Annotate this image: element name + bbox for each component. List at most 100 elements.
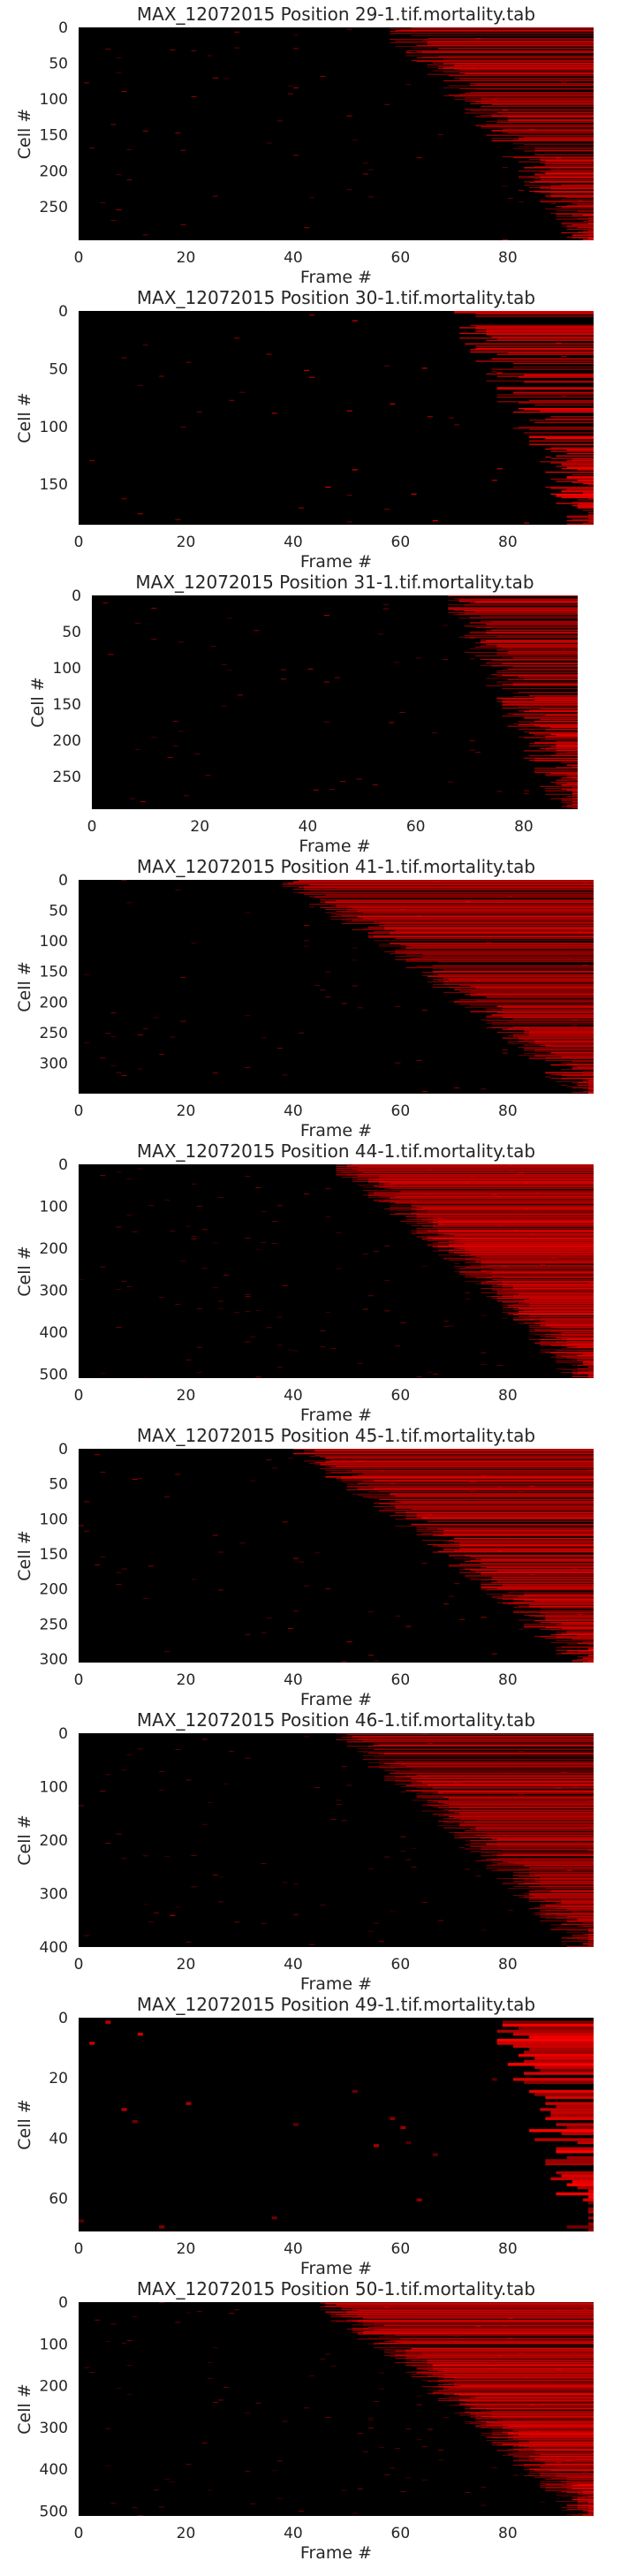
heatmap-row: [474, 655, 578, 656]
heatmap-row: [572, 804, 578, 806]
heatmap-speck: [207, 2362, 213, 2363]
heatmap-speck: [454, 424, 460, 426]
heatmap-row: [512, 411, 594, 413]
heatmap-row: [491, 130, 594, 132]
heatmap-row: [545, 1627, 594, 1629]
heatmap-row: [448, 607, 578, 608]
heatmap-row: [496, 1857, 594, 1859]
heatmap-row: [416, 1216, 594, 1217]
heatmap-row: [390, 38, 594, 40]
heatmap-row: [465, 2408, 594, 2410]
heatmap-speck: [507, 1772, 513, 1774]
heatmap-row: [507, 1292, 594, 1293]
heatmap-background: [92, 595, 578, 809]
heatmap-row: [325, 1466, 594, 1467]
heatmap-row: [540, 1910, 594, 1911]
heatmap-row: [486, 2439, 594, 2441]
heatmap-row: [390, 2340, 594, 2341]
heatmap-row: [561, 1903, 594, 1904]
heatmap-row: [427, 1222, 594, 1224]
heatmap-row: [529, 1042, 594, 1043]
heatmap-row: [346, 909, 594, 911]
heatmap-row: [486, 1296, 594, 1298]
heatmap-row: [540, 708, 578, 709]
y-tick-label: 250: [40, 1616, 68, 1633]
heatmap-row: [411, 1523, 594, 1525]
heatmap-row: [469, 623, 578, 624]
heatmap-speck: [362, 173, 368, 175]
heatmap-speck: [121, 357, 127, 359]
heatmap-row: [561, 1335, 594, 1336]
chart-title: MAX_12072015 Position 44-1.tif.mortality…: [137, 1140, 535, 1162]
heatmap-row: [432, 2387, 594, 2389]
heatmap-row: [545, 775, 578, 777]
heatmap-row: [292, 1452, 594, 1454]
heatmap-row: [566, 476, 594, 478]
heatmap-row: [395, 41, 594, 42]
heatmap-row: [524, 150, 594, 152]
heatmap-row: [432, 1250, 594, 1252]
heatmap-row: [572, 2482, 594, 2484]
heatmap-row: [384, 1508, 594, 1510]
heatmap-row: [486, 334, 594, 336]
heatmap-speck: [502, 1835, 508, 1837]
heatmap-speck: [261, 1242, 267, 1243]
heatmap-row: [405, 953, 594, 955]
heatmap-row: [481, 1588, 594, 1590]
heatmap-row: [524, 1030, 594, 1031]
heatmap-row: [304, 888, 594, 890]
heatmap-row: [587, 1366, 594, 1368]
y-tick-label: 200: [53, 732, 81, 750]
heatmap-row: [374, 1756, 594, 1758]
heatmap-row: [384, 951, 594, 952]
heatmap-row: [470, 2413, 594, 2415]
heatmap-row: [357, 1178, 594, 1179]
y-tick-label: 400: [40, 1324, 68, 1342]
heatmap-row: [512, 1599, 594, 1601]
heatmap-row: [556, 1362, 594, 1364]
heatmap-row: [459, 1807, 594, 1809]
heatmap-row: [437, 1233, 594, 1234]
heatmap-row: [572, 234, 594, 236]
heatmap-row: [496, 701, 578, 702]
heatmap-row: [491, 137, 594, 139]
heatmap-speck: [400, 2125, 406, 2130]
heatmap-row: [556, 503, 594, 504]
heatmap-row: [469, 633, 578, 634]
heatmap-row: [357, 2333, 594, 2335]
heatmap-speck: [577, 1614, 583, 1616]
heatmap-row: [458, 600, 578, 602]
heatmap-row: [395, 2355, 594, 2357]
y-tick-label: 250: [40, 199, 68, 216]
heatmap-row: [561, 2507, 594, 2508]
x-tick-label: 40: [284, 1387, 303, 1405]
heatmap-speck: [336, 1231, 342, 1233]
heatmap-row: [566, 516, 594, 519]
heatmap-row: [518, 407, 594, 410]
heatmap-row: [443, 978, 594, 980]
heatmap-row: [529, 1899, 594, 1900]
heatmap-row: [346, 1741, 594, 1742]
heatmap-row: [507, 679, 578, 680]
heatmap-row: [443, 95, 594, 96]
heatmap-speck: [116, 2388, 122, 2389]
x-axis-label: Frame #: [300, 1405, 372, 1425]
y-tick-label: 50: [49, 1476, 68, 1494]
heatmap-row: [556, 1074, 594, 1076]
heatmap-row: [545, 2117, 594, 2120]
heatmap-speck: [309, 2375, 315, 2376]
heatmap-row: [379, 1761, 594, 1762]
heatmap-speck: [449, 1325, 455, 1327]
heatmap-row: [545, 1617, 594, 1618]
heatmap-row: [443, 1258, 594, 1260]
heatmap-row: [448, 607, 578, 609]
heatmap-row: [496, 697, 578, 699]
heatmap-row: [572, 1371, 594, 1373]
heatmap-speck: [245, 2470, 251, 2472]
heatmap-row: [474, 611, 578, 612]
heatmap-speck: [314, 984, 321, 986]
heatmap-row: [540, 1906, 594, 1907]
heatmap-row: [518, 706, 578, 708]
heatmap-speck: [357, 2433, 363, 2435]
heatmap-row: [566, 774, 578, 776]
